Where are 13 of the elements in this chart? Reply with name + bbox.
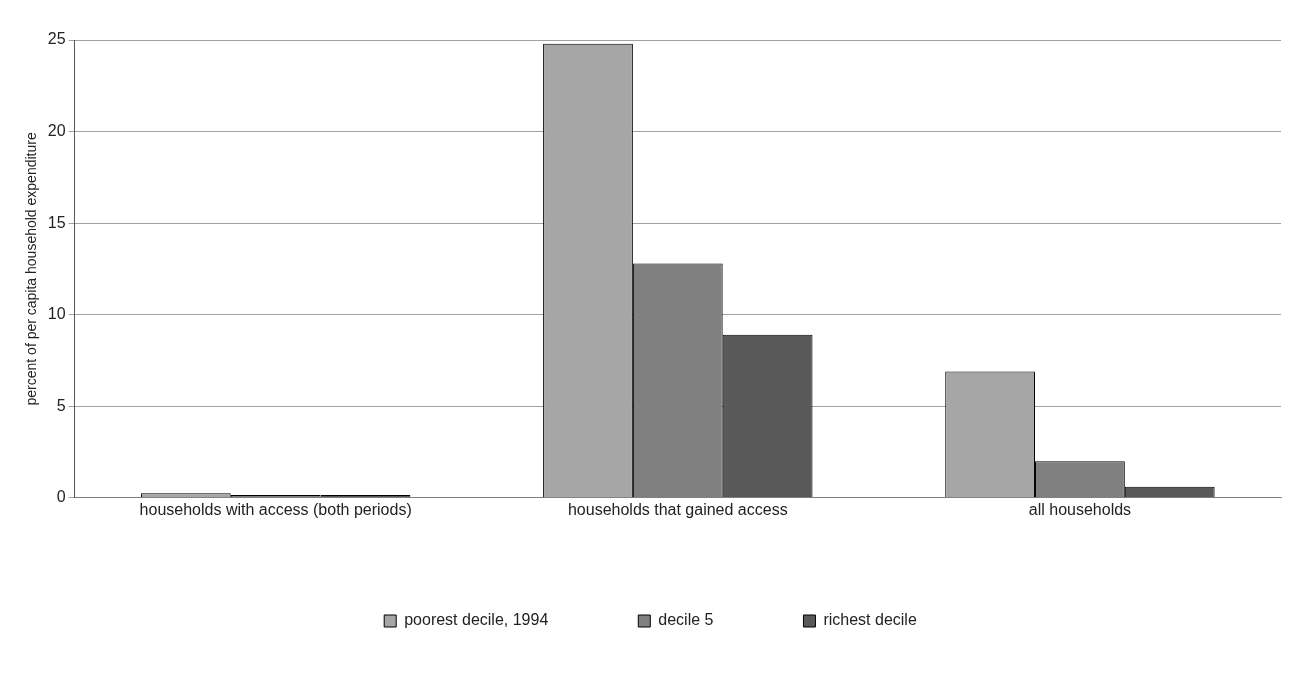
legend-label: richest decile (823, 611, 917, 629)
x-tick-label: households that gained access (567, 500, 788, 518)
y-tick-label: 0 (56, 488, 66, 506)
y-tick-label: 5 (56, 396, 66, 414)
y-tick-label: 25 (47, 30, 66, 48)
y-tick-label: 10 (47, 305, 66, 323)
legend-label: poorest decile, 1994 (404, 611, 549, 629)
y-tick-label: 15 (47, 213, 66, 231)
y-tick-label: 20 (47, 121, 66, 139)
y-axis-title: percent of per capita household expenditure (23, 132, 40, 406)
x-tick-label: households with access (both periods) (139, 500, 412, 518)
x-tick-label: all households (1028, 500, 1132, 518)
legend-label: decile 5 (658, 611, 714, 629)
